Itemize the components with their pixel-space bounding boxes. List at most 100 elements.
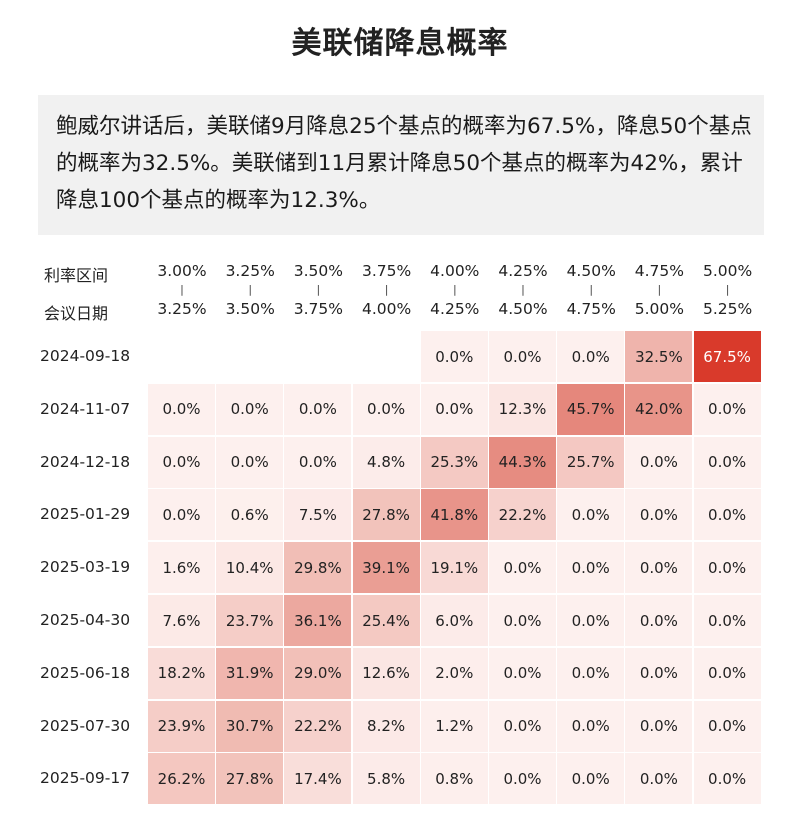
column-high-label: 5.00% <box>634 300 685 318</box>
heatmap-cell: 8.2% <box>352 700 420 752</box>
heatmap-cell: 36.1% <box>284 595 352 646</box>
heatmap-cell: 6.0% <box>420 595 488 646</box>
heatmap-cell: 4.8% <box>352 436 420 488</box>
heatmap-cell: 0.0% <box>148 489 215 541</box>
row-date-label: 2025-09-17 <box>40 769 131 788</box>
column-high-label: 4.50% <box>498 300 548 318</box>
heatmap-cell: 10.4% <box>216 542 284 594</box>
column-low-label: 3.50% <box>293 262 344 280</box>
heatmap-cell: 0.0% <box>557 753 625 805</box>
column-range-tick: | <box>589 283 594 296</box>
heatmap-cell: 0.0% <box>557 542 625 594</box>
heatmap-cell: 25.7% <box>557 436 625 488</box>
column-low-label: 4.00% <box>430 262 480 280</box>
heatmap-cell: 0.0% <box>693 647 761 699</box>
heatmap-cell: 25.3% <box>420 436 488 488</box>
column-range-tick: | <box>316 283 321 296</box>
heatmap-cell: 30.7% <box>216 700 284 752</box>
column-high-label: 4.75% <box>566 300 616 318</box>
row-date-label: 2024-12-18 <box>40 452 131 471</box>
column-range-tick: | <box>657 283 662 296</box>
heatmap-cell: 0.0% <box>216 383 284 435</box>
heatmap-cell: 0.0% <box>352 383 420 435</box>
heatmap-cell: 0.0% <box>693 595 761 646</box>
heatmap-cell: 0.0% <box>693 436 761 488</box>
heatmap-cell: 5.8% <box>352 753 420 805</box>
heatmap-cell: 0.0% <box>625 542 693 594</box>
heatmap-cell: 26.2% <box>148 753 215 805</box>
heatmap-cell: 0.0% <box>625 700 693 752</box>
heatmap-cell: 12.6% <box>352 647 420 699</box>
column-range-tick: | <box>452 283 457 296</box>
heatmap-cell: 0.0% <box>420 331 488 382</box>
column-range-tick: | <box>384 283 389 296</box>
column-low-label: 3.25% <box>225 262 275 280</box>
heatmap-cell: 0.0% <box>625 753 693 805</box>
heatmap-cell: 0.0% <box>420 383 488 435</box>
heatmap-cell: 12.3% <box>489 383 556 435</box>
heatmap-cell: 7.5% <box>284 489 352 541</box>
heatmap-cell: 45.7% <box>557 383 625 435</box>
column-low-label: 5.00% <box>702 262 753 280</box>
column-range-tick: | <box>180 283 184 296</box>
summary-text: 鲍威尔讲话后，美联储9月降息25个基点的概率为67.5%，降息50个基点的概率为… <box>56 114 752 213</box>
heatmap-cell: 27.8% <box>352 489 420 541</box>
heatmap-cell: 22.2% <box>489 489 556 541</box>
heatmap-cell: 0.0% <box>557 700 625 752</box>
heatmap-cell: 0.0% <box>625 436 693 488</box>
heatmap-cell: 29.8% <box>284 542 352 594</box>
heatmap-cell: 0.0% <box>625 489 693 541</box>
column-high-label: 3.25% <box>157 300 207 318</box>
heatmap-cell: 0.0% <box>489 700 556 752</box>
column-low-label: 4.75% <box>634 262 685 280</box>
column-range-tick: | <box>248 283 253 296</box>
heatmap-cell: 44.3% <box>489 436 556 488</box>
heatmap-cell: 32.5% <box>625 331 693 382</box>
row-date-label: 2025-04-30 <box>40 611 131 629</box>
heatmap-cell: 0.0% <box>557 647 625 699</box>
row-date-label: 2024-11-07 <box>40 399 131 418</box>
heatmap-cell: 0.0% <box>284 436 352 488</box>
heatmap-cell: 0.0% <box>625 647 693 699</box>
heatmap-cell: 0.0% <box>557 595 625 646</box>
chart-title: 美联储降息概率 <box>291 26 509 61</box>
row-date-label: 2024-09-18 <box>40 347 131 365</box>
heatmap-cell: 18.2% <box>148 647 215 699</box>
column-range-tick: | <box>725 283 730 296</box>
heatmap-cell: 0.0% <box>216 436 284 488</box>
column-low-label: 3.75% <box>361 262 412 280</box>
heatmap-cell: 0.6% <box>216 489 284 541</box>
rate-range-label: 利率区间 <box>44 266 109 285</box>
heatmap-cell: 23.7% <box>216 595 284 646</box>
heatmap-cell: 2.0% <box>420 647 488 699</box>
heatmap-cell: 0.0% <box>148 436 215 488</box>
heatmap-cell: 0.0% <box>693 489 761 541</box>
heatmap-cell: 0.0% <box>148 383 215 435</box>
row-date-label: 2025-07-30 <box>40 716 131 735</box>
heatmap-cell: 0.0% <box>693 383 761 435</box>
heatmap-cell: 0.0% <box>489 331 556 382</box>
row-date-label: 2025-01-29 <box>40 505 131 524</box>
heatmap-cell: 17.4% <box>284 753 352 805</box>
heatmap-cell: 0.0% <box>489 595 556 646</box>
heatmap-cell: 22.2% <box>284 700 352 752</box>
row-date-label: 2025-06-18 <box>40 663 131 682</box>
heatmap-cell: 0.0% <box>693 753 761 805</box>
heatmap-cell: 0.0% <box>489 542 556 594</box>
heatmap-cell: 0.0% <box>557 331 625 382</box>
column-high-label: 4.25% <box>430 300 480 318</box>
meeting-date-label: 会议日期 <box>44 304 109 323</box>
column-high-label: 3.50% <box>225 300 275 318</box>
heatmap-cell: 0.0% <box>284 383 352 435</box>
heatmap-cell: 1.2% <box>420 700 488 752</box>
column-high-label: 5.25% <box>702 300 753 318</box>
column-high-label: 4.00% <box>361 300 412 318</box>
heatmap-cell: 0.0% <box>693 542 761 594</box>
heatmap-cell: 0.0% <box>489 753 556 805</box>
column-low-label: 3.00% <box>157 262 207 280</box>
heatmap-cell: 0.0% <box>693 700 761 752</box>
column-range-tick: | <box>521 283 525 296</box>
row-date-label: 2025-03-19 <box>40 558 131 577</box>
heatmap-cell: 31.9% <box>216 647 284 699</box>
